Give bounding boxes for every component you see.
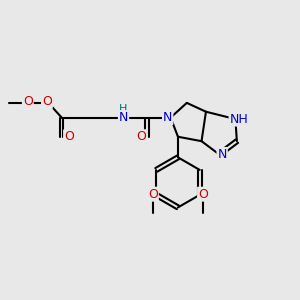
Text: N: N [163, 111, 172, 124]
Text: O: O [148, 188, 158, 201]
Text: NH: NH [230, 112, 248, 126]
Text: O: O [42, 95, 52, 108]
Text: O: O [136, 130, 146, 143]
Text: N: N [218, 148, 227, 161]
Text: O: O [23, 95, 33, 108]
Text: O: O [198, 188, 208, 201]
Text: N: N [119, 111, 128, 124]
Text: H: H [119, 104, 128, 114]
Text: O: O [64, 130, 74, 143]
